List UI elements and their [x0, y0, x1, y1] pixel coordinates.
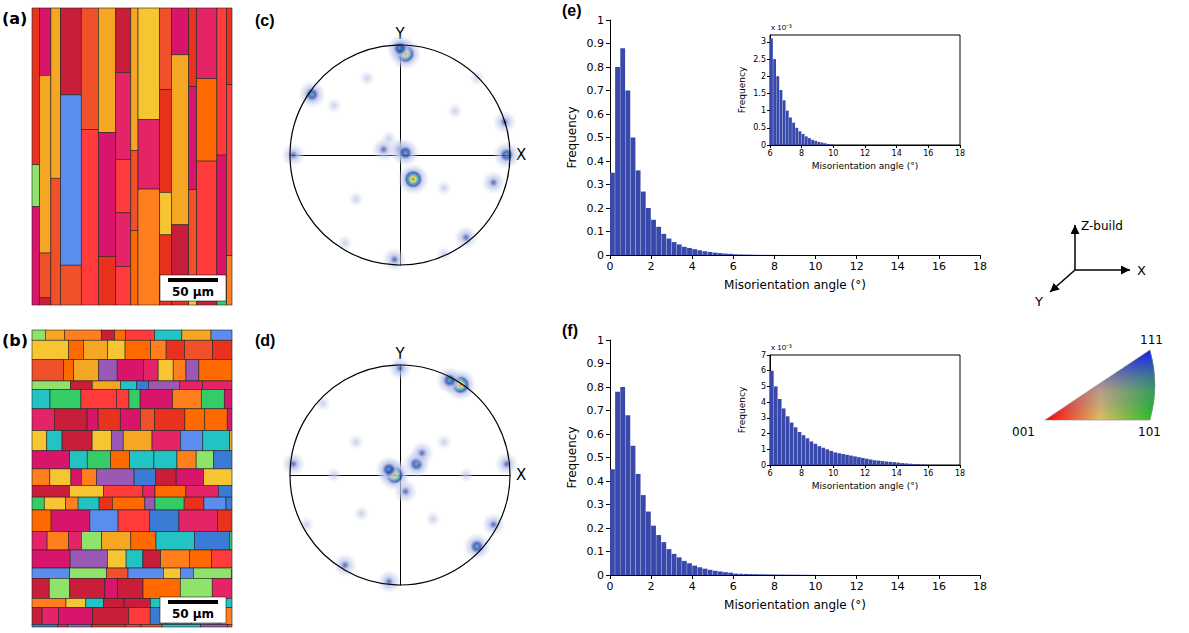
svg-text:101: 101 [1138, 425, 1161, 439]
svg-text:(b): (b) [2, 331, 28, 350]
svg-text:4: 4 [761, 398, 766, 407]
svg-text:Y: Y [1034, 294, 1043, 309]
svg-text:0.5: 0.5 [587, 451, 605, 464]
svg-text:Y: Y [395, 344, 405, 363]
svg-text:0: 0 [607, 260, 614, 273]
svg-text:2: 2 [648, 260, 655, 273]
svg-text:14: 14 [892, 149, 902, 158]
svg-text:001: 001 [1012, 425, 1035, 439]
svg-text:14: 14 [891, 260, 905, 273]
svg-text:8: 8 [771, 260, 778, 273]
svg-text:0.2: 0.2 [587, 202, 605, 215]
svg-text:6: 6 [767, 469, 772, 478]
svg-text:4: 4 [689, 260, 696, 273]
svg-text:0.6: 0.6 [587, 108, 605, 121]
svg-text:0: 0 [597, 249, 604, 262]
svg-text:X: X [516, 466, 527, 484]
svg-text:Frequency: Frequency [737, 66, 747, 113]
svg-text:Misorientation angle (°): Misorientation angle (°) [724, 278, 866, 292]
svg-text:10: 10 [809, 260, 823, 273]
svg-text:Misorientation angle (°): Misorientation angle (°) [724, 598, 866, 612]
svg-text:12: 12 [850, 580, 864, 593]
svg-text:1.5: 1.5 [753, 89, 766, 98]
svg-text:8: 8 [771, 580, 778, 593]
svg-text:0.2: 0.2 [587, 522, 605, 535]
svg-text:2: 2 [761, 72, 766, 81]
svg-text:14: 14 [892, 469, 902, 478]
svg-text:16: 16 [923, 149, 933, 158]
svg-text:3: 3 [761, 37, 766, 46]
svg-text:8: 8 [799, 149, 804, 158]
svg-text:(d): (d) [255, 332, 275, 349]
svg-text:2.5: 2.5 [753, 55, 766, 64]
svg-text:18: 18 [955, 469, 965, 478]
svg-text:2: 2 [648, 580, 655, 593]
svg-text:Frequency: Frequency [565, 427, 579, 489]
svg-text:16: 16 [923, 469, 933, 478]
svg-text:8: 8 [799, 469, 804, 478]
svg-text:0.3: 0.3 [587, 498, 605, 511]
svg-text:10: 10 [809, 580, 823, 593]
svg-text:Y: Y [395, 24, 405, 43]
svg-text:10: 10 [828, 469, 838, 478]
svg-text:0.9: 0.9 [587, 37, 605, 50]
svg-text:111: 111 [1140, 333, 1163, 347]
svg-text:Misorientation angle (°): Misorientation angle (°) [812, 481, 918, 491]
svg-text:18: 18 [973, 260, 987, 273]
svg-text:Frequency: Frequency [565, 107, 579, 169]
svg-text:50 µm: 50 µm [172, 607, 214, 621]
svg-text:0.1: 0.1 [587, 545, 605, 558]
svg-text:14: 14 [891, 580, 905, 593]
svg-text:6: 6 [767, 149, 772, 158]
svg-text:3: 3 [761, 413, 766, 422]
svg-text:18: 18 [973, 580, 987, 593]
svg-text:1: 1 [761, 445, 766, 454]
svg-text:4: 4 [689, 580, 696, 593]
svg-text:x 10⁻³: x 10⁻³ [771, 23, 792, 32]
svg-text:0: 0 [597, 569, 604, 582]
svg-text:2: 2 [761, 429, 766, 438]
svg-text:(e): (e) [562, 2, 582, 19]
svg-text:X: X [1137, 263, 1146, 278]
svg-text:16: 16 [932, 260, 946, 273]
svg-text:0.7: 0.7 [587, 84, 605, 97]
svg-text:0: 0 [761, 141, 766, 150]
svg-text:6: 6 [761, 366, 766, 375]
svg-text:0.4: 0.4 [587, 155, 605, 168]
svg-text:6: 6 [730, 580, 737, 593]
svg-text:1: 1 [761, 106, 766, 115]
svg-text:0.3: 0.3 [587, 178, 605, 191]
svg-text:1: 1 [597, 14, 604, 27]
svg-text:Misorientation angle (°): Misorientation angle (°) [812, 161, 918, 171]
svg-text:0.5: 0.5 [587, 131, 605, 144]
svg-text:0.1: 0.1 [587, 225, 605, 238]
svg-text:12: 12 [850, 260, 864, 273]
svg-text:1: 1 [597, 334, 604, 347]
svg-text:x 10⁻³: x 10⁻³ [771, 343, 792, 352]
svg-text:12: 12 [860, 469, 870, 478]
svg-text:(f): (f) [562, 322, 578, 339]
svg-text:7: 7 [761, 351, 766, 360]
svg-text:0.4: 0.4 [587, 475, 605, 488]
svg-text:12: 12 [860, 149, 870, 158]
svg-text:0.6: 0.6 [587, 428, 605, 441]
svg-text:5: 5 [761, 382, 766, 391]
svg-text:6: 6 [730, 260, 737, 273]
svg-text:(a): (a) [2, 9, 27, 28]
svg-text:0.8: 0.8 [587, 61, 605, 74]
svg-text:0.7: 0.7 [587, 404, 605, 417]
svg-text:Frequency: Frequency [737, 386, 747, 433]
svg-text:0: 0 [607, 580, 614, 593]
svg-text:Z-build: Z-build [1081, 219, 1123, 233]
svg-text:0.9: 0.9 [587, 357, 605, 370]
svg-text:X: X [516, 146, 527, 164]
svg-text:(c): (c) [255, 12, 275, 29]
svg-text:0: 0 [761, 461, 766, 470]
svg-text:16: 16 [932, 580, 946, 593]
svg-text:10: 10 [828, 149, 838, 158]
svg-text:0.5: 0.5 [753, 123, 766, 132]
svg-text:18: 18 [955, 149, 965, 158]
svg-text:0.8: 0.8 [587, 381, 605, 394]
svg-text:50 µm: 50 µm [172, 285, 214, 299]
